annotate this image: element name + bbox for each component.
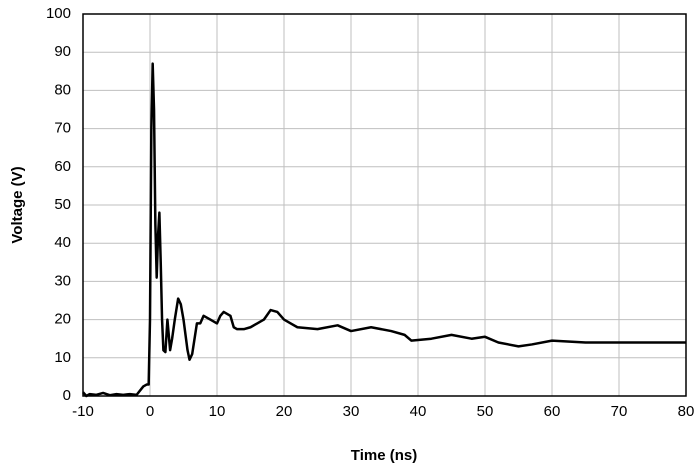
x-tick-label: 30 [343, 403, 360, 420]
y-tick-label: 80 [54, 81, 71, 98]
y-tick-label: 20 [54, 311, 71, 328]
x-tick-label: 80 [678, 403, 695, 420]
x-tick-label: 70 [611, 403, 628, 420]
y-tick-label: 100 [46, 5, 71, 22]
x-tick-label: 50 [477, 403, 494, 420]
x-tick-label: -10 [72, 403, 94, 420]
x-tick-label: 20 [276, 403, 293, 420]
y-axis-title: Voltage (V) [9, 166, 26, 243]
y-tick-label: 0 [63, 387, 71, 404]
y-tick-label: 50 [54, 196, 71, 213]
x-axis-title: Time (ns) [351, 447, 417, 464]
data-line [82, 62, 686, 398]
y-tick-label: 60 [54, 158, 71, 175]
y-tick-label: 90 [54, 43, 71, 60]
x-tick-label: 60 [544, 403, 561, 420]
plot-border [82, 13, 687, 397]
x-tick-label: 0 [146, 403, 154, 420]
y-tick-label: 30 [54, 272, 71, 289]
y-tick-label: 40 [54, 234, 71, 251]
y-tick-label: 10 [54, 349, 71, 366]
x-tick-label: 40 [410, 403, 427, 420]
y-tick-label: 70 [54, 120, 71, 137]
x-tick-label: 10 [209, 403, 226, 420]
